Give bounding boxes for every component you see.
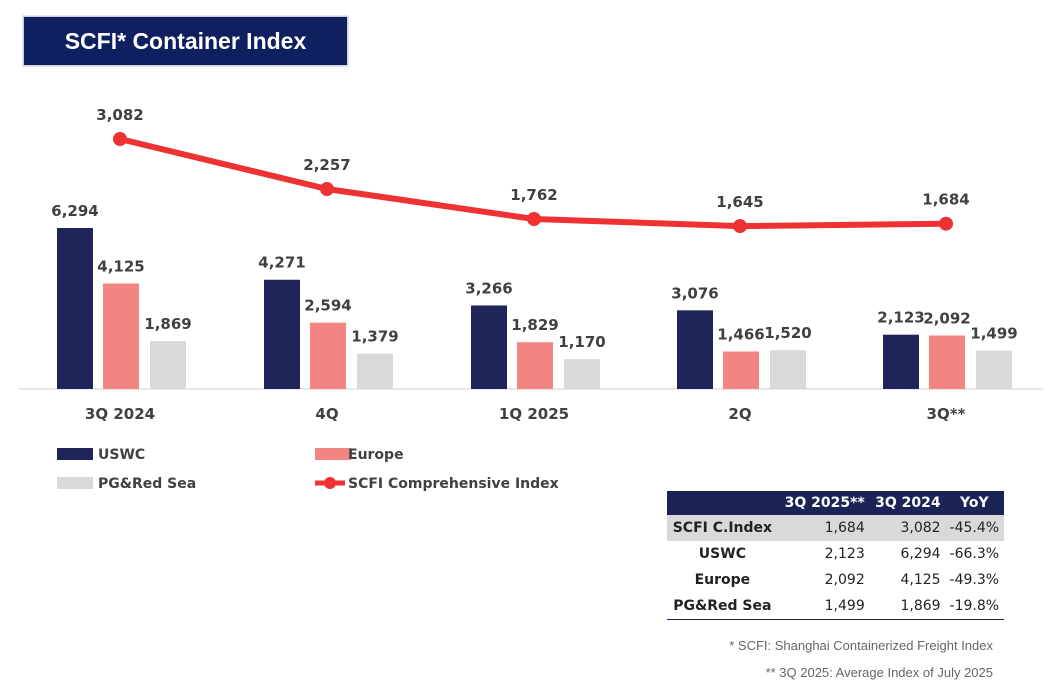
- page-title: SCFI* Container Index: [23, 16, 348, 66]
- bar-europe: [310, 322, 346, 389]
- scfi-point: [939, 216, 953, 231]
- header-cell: YoY: [944, 491, 1004, 515]
- bar-pg-red-sea: [150, 341, 186, 389]
- table-cell: -19.8%: [949, 598, 1000, 614]
- x-tick-label: 3Q 2024: [85, 405, 155, 423]
- bar-value-label: 4,271: [258, 254, 305, 272]
- bar-pg-red-sea: [976, 350, 1012, 389]
- line-value-label: 3,082: [96, 106, 143, 124]
- bar-value-label: 2,092: [923, 309, 970, 327]
- row-label: PG&Red Sea: [673, 598, 772, 614]
- bar-uswc: [883, 334, 919, 389]
- bar-pg-red-sea: [770, 350, 806, 389]
- bar-europe: [723, 351, 759, 389]
- bar-uswc: [677, 310, 713, 389]
- table-cell: -49.3%: [949, 572, 1000, 588]
- table-cell: -45.4%: [944, 515, 1004, 541]
- comparison-table: 3Q 2025** 3Q 2024 YoY SCFI C.Index 1,684 3…: [667, 491, 1004, 620]
- header-cell: [667, 491, 778, 515]
- bar-uswc: [264, 279, 300, 389]
- legend-label: Europe: [348, 447, 404, 463]
- x-tick-label: 3Q**: [927, 405, 966, 423]
- bar-pg-red-sea: [564, 359, 600, 389]
- bar-value-label: 1,869: [144, 315, 191, 333]
- legend-label: USWC: [98, 447, 145, 463]
- legend-label: SCFI Comprehensive Index: [348, 476, 559, 492]
- table-cell: 1,869: [900, 598, 941, 614]
- table-cell: 1,684: [777, 515, 869, 541]
- scfi-point: [113, 132, 127, 146]
- row-label: SCFI C.Index: [667, 515, 778, 541]
- table-cell: 1,499: [824, 598, 865, 614]
- scfi-point: [733, 219, 747, 234]
- row-label: USWC: [698, 546, 746, 562]
- table-row: PG&Red Sea 1,499 1,869 -19.8%: [667, 593, 1004, 620]
- bar-value-label: 3,266: [465, 279, 512, 297]
- x-tick-label: 1Q 2025: [499, 405, 569, 423]
- legend-label: PG&Red Sea: [98, 476, 196, 492]
- table-row: USWC 2,123 6,294 -66.3%: [667, 541, 1004, 567]
- bar-value-label: 4,125: [97, 257, 144, 275]
- line-value-label: 1,762: [510, 186, 557, 204]
- bar-uswc: [57, 227, 93, 389]
- x-tick-label: 2Q: [728, 405, 751, 423]
- bar-uswc: [471, 305, 507, 389]
- line-value-label: 1,684: [922, 191, 969, 209]
- bar-value-label: 3,076: [671, 284, 718, 302]
- bar-value-label: 1,499: [970, 325, 1017, 343]
- line-value-label: 1,645: [716, 193, 763, 211]
- line-value-label: 2,257: [303, 156, 350, 174]
- bar-value-label: 1,520: [764, 324, 811, 342]
- bar-europe: [517, 342, 553, 389]
- table-row: SCFI C.Index 1,684 3,082 -45.4%: [667, 515, 1004, 541]
- legend-swatch: [315, 448, 351, 460]
- header-cell: 3Q 2025**: [777, 491, 869, 515]
- table-cell: 2,092: [824, 572, 865, 588]
- bar-value-label: 2,123: [877, 309, 924, 327]
- bar-europe: [103, 283, 139, 389]
- table-cell: 6,294: [900, 546, 941, 562]
- legend-swatch: [57, 477, 93, 489]
- bar-value-label: 6,294: [51, 202, 98, 220]
- table-cell: 4,125: [900, 572, 941, 588]
- x-tick-label: 4Q: [315, 405, 338, 423]
- legend-swatch: [57, 448, 93, 460]
- table-header-row: 3Q 2025** 3Q 2024 YoY: [667, 491, 1004, 515]
- bar-value-label: 1,170: [558, 333, 605, 351]
- bar-europe: [929, 335, 965, 389]
- bar-value-label: 1,829: [511, 316, 558, 334]
- bar-value-label: 1,379: [351, 328, 398, 346]
- row-label: Europe: [694, 572, 751, 588]
- table-cell: 3,082: [868, 515, 945, 541]
- bar-pg-red-sea: [357, 353, 393, 389]
- table-cell: -66.3%: [949, 546, 1000, 562]
- footnote: ** 3Q 2025: Average Index of July 2025: [765, 665, 993, 680]
- legend-line-marker: [324, 477, 336, 489]
- bar-value-label: 2,594: [304, 297, 351, 315]
- bar-value-label: 1,466: [717, 325, 764, 343]
- table-row: Europe 2,092 4,125 -49.3%: [667, 567, 1004, 593]
- scfi-point: [320, 181, 334, 196]
- header-cell: 3Q 2024: [868, 491, 945, 515]
- scfi-point: [527, 211, 541, 226]
- footnote: * SCFI: Shanghai Containerized Freight I…: [729, 638, 993, 653]
- table-cell: 2,123: [824, 546, 865, 562]
